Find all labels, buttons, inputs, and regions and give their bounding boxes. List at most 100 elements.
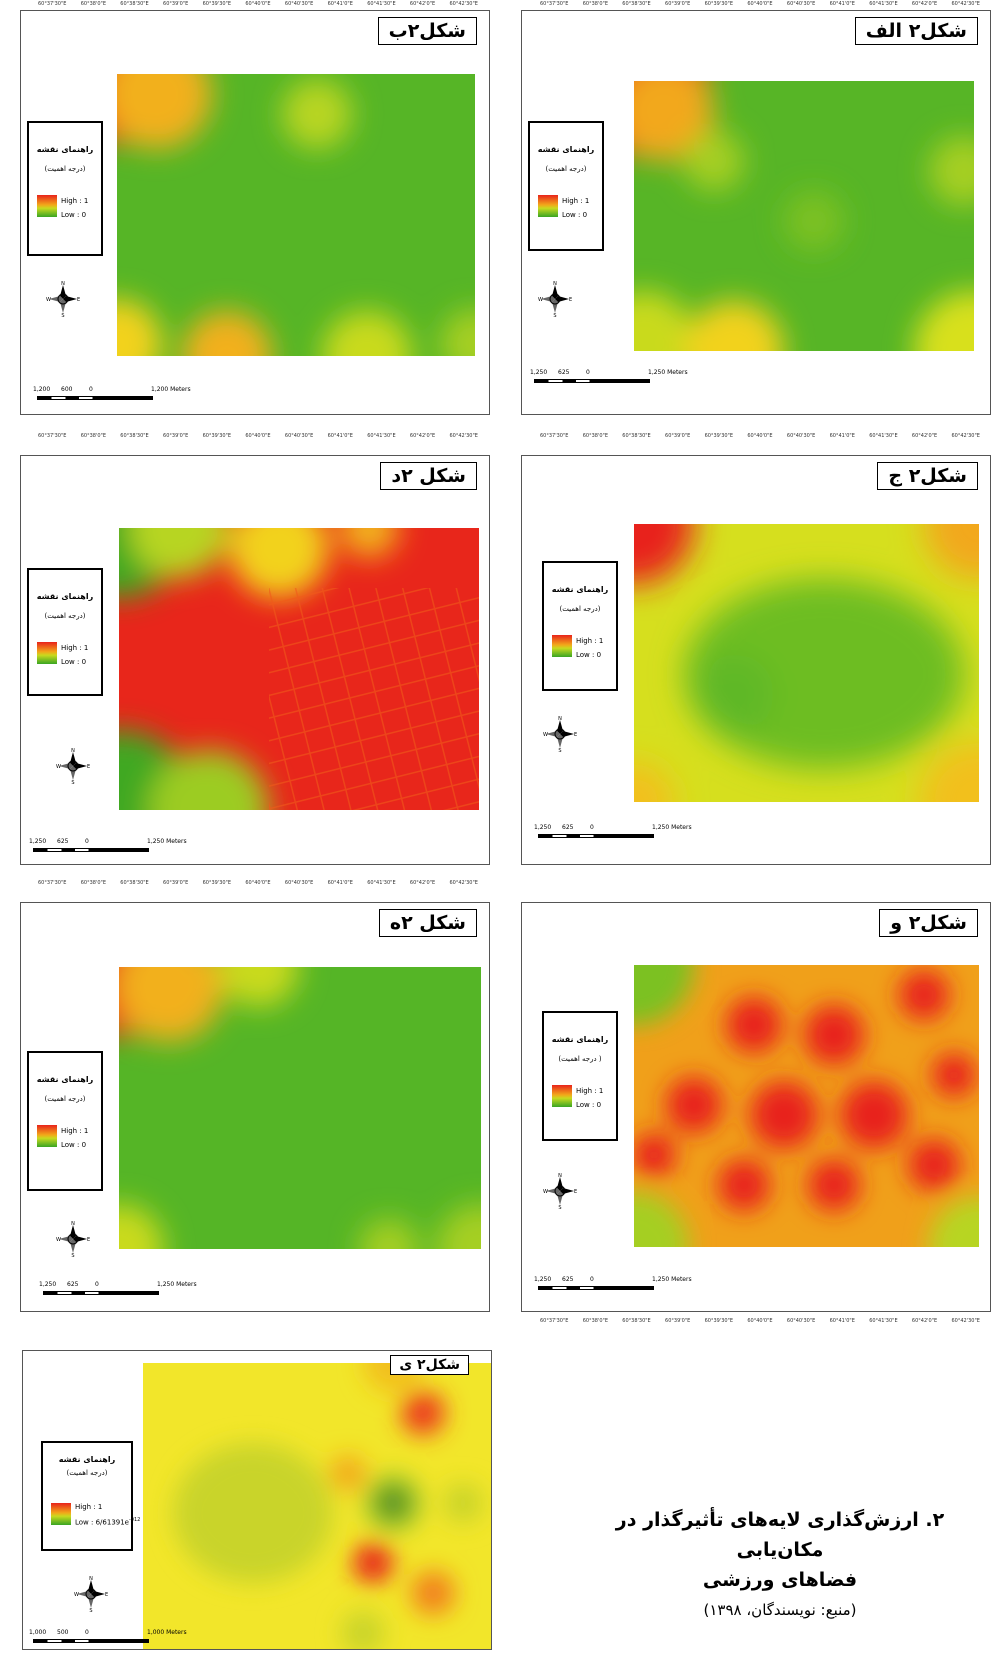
raster-2he [119,967,481,1249]
panel-title: شکل۲ب [377,17,477,45]
caption-line-1: ۲. ارزش‌گذاری لایه‌های تأثیرگذار در مکان… [615,1509,945,1561]
svg-text:E: E [87,764,90,770]
map-legend: راهنمای نقشه ( درجه اهمیت) High : 1 Low … [542,1011,618,1141]
legend-high: High : 1 [576,1087,604,1095]
svg-text:S: S [61,313,64,317]
raster-2jim [634,524,979,802]
panel-title: شکل۲ ج [877,462,978,490]
legend-color-ramp [37,642,57,664]
legend-high: High : 1 [61,197,89,205]
caption-line-2: فضاهای ورزشی [702,1569,858,1591]
svg-text:N: N [558,716,562,722]
svg-text:E: E [569,297,572,303]
legend-low: Low : 0 [562,211,588,219]
map-panel-2vav: شکل۲ و راهنمای نقشه ( درجه اهمیت) High :… [521,902,991,1312]
legend-high: High : 1 [75,1503,103,1511]
map-panel-2ye: شکل۲ ی راهنمای نقشه (درجه اهمیت) High : … [22,1350,492,1650]
map-legend: راهنمای نقشه (درجه اهمیت) High : 1 Low :… [41,1441,140,1551]
map-panel-2jim: شکل۲ ج راهنمای نقشه (درجه اهمیت) High : … [521,455,991,865]
suitability-raster [634,524,979,802]
scale-bar: 1,000 500 0 1,000 Meters [29,1629,199,1649]
suitability-raster [634,81,974,351]
legend-low: Low : 0 [576,1101,602,1109]
svg-text:W: W [46,297,51,303]
legend-title: راهنمای نقشه [537,145,595,154]
svg-text:E: E [574,732,577,738]
north-arrow-icon: N S W E [74,1576,108,1612]
map-legend: راهنمای نقشه (درجه اهمیت) High : 1 Low :… [528,121,604,251]
map-panel-2be: شکل۲ب راهنمای نقشه (درجه اهمیت) High : 1… [20,10,490,415]
svg-text:N: N [71,1221,75,1227]
panel-title: شکل۲ و [879,909,978,937]
suitability-raster [117,74,475,356]
legend-subtitle: (درجه اهمیت) [545,165,587,173]
lon-ticks-mid-left: 60°37'30"E 60°38'0"E 60°38'30"E 60°39'0"E 60… [38,433,478,439]
north-arrow-icon: N S W E [543,1173,577,1209]
raster-2alef [634,81,974,351]
legend-title: راهنمای نقشه [36,145,94,154]
svg-text:N: N [89,1576,93,1582]
legend-title: راهنمای نقشه [36,592,94,601]
panel-title: شکل ۲د [380,462,477,490]
map-panel-2he: شکل ۲ه راهنمای نقشه (درجه اهمیت) High : … [20,902,490,1312]
raster-2dal [119,528,479,810]
north-arrow-icon: N S W E [56,748,90,784]
legend-color-ramp [552,1085,572,1107]
legend-high: High : 1 [562,197,590,205]
legend-color-ramp [51,1503,71,1525]
map-legend: راهنمای نقشه (درجه اهمیت) High : 1 Low :… [542,561,618,691]
map-panel-2alef: شکل۲ الف راهنمای نقشه (درجه اهمیت) High … [521,10,991,415]
legend-title: راهنمای نقشه [551,585,609,594]
scale-bar: 1,200 600 0 1,200 Meters [33,386,203,406]
legend-subtitle: (درجه اهمیت) [559,605,601,613]
legend-title: راهنمای نقشه [58,1455,116,1464]
legend-color-ramp [552,635,572,657]
legend-color-ramp [538,195,558,217]
legend-high: High : 1 [61,644,89,652]
north-arrow-icon: N S W E [538,281,572,317]
suitability-raster [634,965,979,1247]
raster-2ye [143,1363,491,1649]
scale-bar: 1,250 625 0 1,250 Meters [39,1281,209,1301]
north-arrow-icon: N S W E [46,281,80,317]
svg-text:S: S [553,313,556,317]
lon-ticks-low-right: 60°37'30"E 60°38'0"E 60°38'30"E 60°39'0"E 60… [540,1318,980,1324]
svg-text:S: S [89,1608,92,1612]
scale-bar: 1,250 625 0 1,250 Meters [29,838,199,858]
legend-subtitle: (درجه اهمیت) [66,1469,108,1477]
svg-text:N: N [71,748,75,754]
lon-ticks-top-left: 60°37'30"E 60°38'0"E 60°38'30"E 60°39'0"E 60… [38,1,478,7]
caption-source: (منبع: نویسندگان، ۱۳۹۸) [703,1601,857,1619]
suitability-raster [143,1363,491,1649]
legend-title: راهنمای نقشه [551,1035,609,1044]
figure-caption: ۲. ارزش‌گذاری لایه‌های تأثیرگذار در مکان… [575,1505,985,1623]
suitability-raster [119,967,481,1249]
legend-subtitle: ( درجه اهمیت) [558,1055,602,1063]
svg-text:S: S [71,1253,74,1257]
legend-low: Low : 0 [61,1141,87,1149]
svg-text:W: W [543,732,548,738]
scale-bar: 1,250 625 0 1,250 Meters [534,824,704,844]
svg-text:E: E [77,297,80,303]
legend-subtitle: (درجه اهمیت) [44,612,86,620]
legend-subtitle: (درجه اهمیت) [44,165,86,173]
legend-low: Low : 6/61391e-012 [75,1517,141,1527]
legend-low: Low : 0 [576,651,602,659]
map-legend: راهنمای نقشه (درجه اهمیت) High : 1 Low :… [27,121,103,256]
svg-text:W: W [74,1592,79,1598]
svg-text:N: N [61,281,65,287]
map-panel-2dal: شکل ۲د راهنمای نقشه (درجه اهمیت) High : … [20,455,490,865]
lon-ticks-top-right: 60°37'30"E 60°38'0"E 60°38'30"E 60°39'0"E 60… [540,1,980,7]
panel-title: شکل۲ ی [390,1355,469,1375]
svg-text:S: S [71,780,74,784]
panel-title: شکل۲ الف [854,17,978,45]
north-arrow-icon: N S W E [543,716,577,752]
legend-color-ramp [37,195,57,217]
raster-2be [117,74,475,356]
svg-text:W: W [56,1237,61,1243]
raster-2vav [634,965,979,1247]
lon-ticks-mid-right: 60°37'30"E 60°38'0"E 60°38'30"E 60°39'0"E 60… [540,433,980,439]
svg-text:S: S [558,748,561,752]
svg-text:W: W [56,764,61,770]
svg-text:E: E [574,1189,577,1195]
